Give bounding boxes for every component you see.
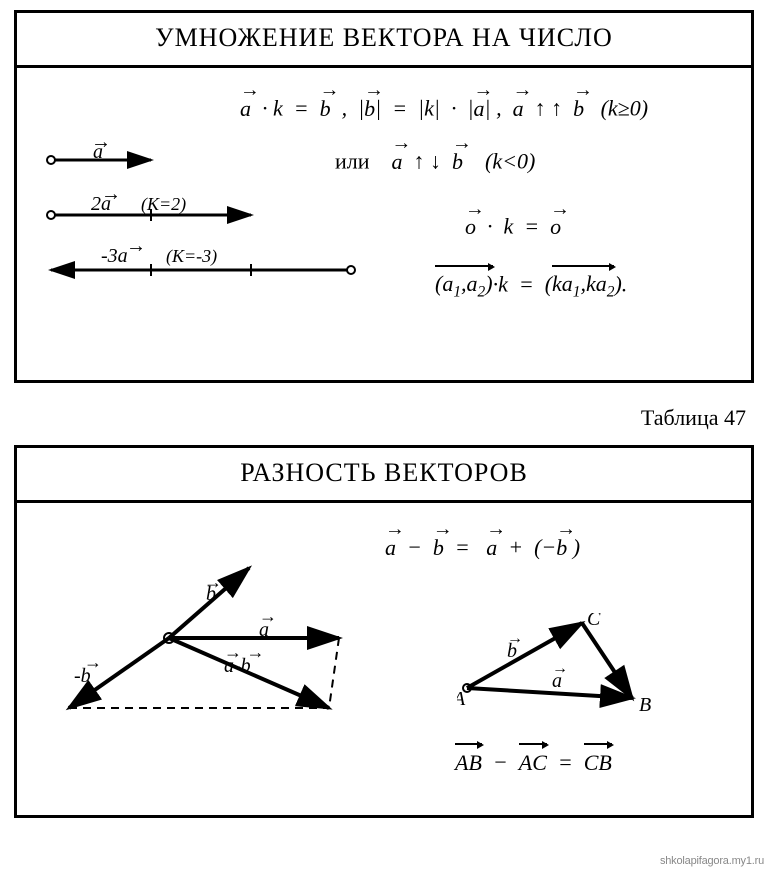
k3: k (504, 214, 514, 239)
coord-left: (a1,a2) (435, 264, 493, 304)
panel2-formula-bottom: AB − AC = CB (35, 742, 733, 777)
p2-minus: − (407, 535, 422, 560)
k4: k (498, 271, 508, 296)
eq4: = (519, 271, 534, 296)
p2-eq2: = (558, 750, 573, 775)
bar4: | (434, 96, 440, 121)
p2-b1: b (433, 527, 444, 562)
p1-lbl-m3a: -3a (101, 245, 128, 267)
p2l-mb: -b (74, 665, 91, 687)
vec-b3: b (573, 88, 584, 123)
panel1-title: УМНОЖЕНИЕ ВЕКТОРА НА ЧИСЛО (17, 13, 751, 68)
vec-b4: b (452, 141, 463, 176)
svg-text:→: → (126, 235, 146, 257)
coord-right: ka1,ka2 (552, 264, 614, 304)
kge: (k≥0) (601, 96, 649, 121)
period: . (622, 271, 628, 296)
sub1: 1 (453, 283, 461, 300)
p2-AC-t: AC (519, 750, 547, 775)
p2-a1: a (385, 527, 396, 562)
dot3: · (487, 214, 493, 239)
comma1: , (342, 96, 348, 121)
p2-open: (− (534, 535, 556, 560)
vec-a: a (240, 88, 251, 123)
k2: k (424, 96, 434, 121)
p2-plus: + (508, 535, 523, 560)
vec-a3: a (513, 88, 524, 123)
dot2: · (451, 96, 457, 121)
panel2-title: РАЗНОСТЬ ВЕКТОРОВ (17, 448, 751, 503)
k5: k (552, 271, 562, 296)
vec-a4: a (392, 141, 403, 176)
updown: ↑ ↓ (414, 149, 442, 174)
p2-AB-t: AB (455, 750, 482, 775)
panel1-diagram: → a → 2a (K=2) → -3a (K=-3) (31, 130, 371, 300)
panel1-body: a · k = b , |b| = |k| · |a| , a ↑ ↑ b (k… (17, 68, 751, 380)
eq: = (294, 96, 309, 121)
p2r-a: a (552, 670, 562, 692)
sub2b: 2 (607, 283, 615, 300)
p1-lbl-k2: (K=2) (141, 194, 186, 215)
vec-a2: a (474, 88, 485, 123)
panel2-formula-top: a − b = a + (−b ) (35, 527, 733, 562)
p1-lbl-2a: 2a (91, 193, 111, 215)
p2r-b: b (507, 640, 517, 662)
watermark: shkolapifagora.my1.ru (660, 855, 764, 867)
panel2-body: a − b = a + (−b ) (17, 503, 751, 815)
p2r-C: C (587, 613, 601, 630)
p2l-a: a (259, 619, 269, 641)
p2l-amb: a-b (224, 655, 251, 677)
p2r-B: B (639, 694, 651, 716)
panel-multiplication: УМНОЖЕНИЕ ВЕКТОРА НА ЧИСЛО a · k = b , |… (14, 10, 754, 383)
eq2: = (392, 96, 407, 121)
uparrows: ↑ ↑ (535, 96, 563, 121)
vec-o2: o (550, 206, 561, 241)
k: k (273, 96, 283, 121)
p2-eq: = (455, 535, 470, 560)
sub2: 2 (478, 283, 486, 300)
p2-CB: CB (584, 742, 612, 777)
panel2-right-diagram: A B C → b → a (457, 613, 667, 723)
table-label: Таблица 47 (14, 405, 746, 431)
comma2: , (496, 96, 502, 121)
eq3: = (524, 214, 539, 239)
panel2-left-diagram: → b → a → -b → → a-b (29, 558, 369, 738)
vec-b2: b (364, 88, 375, 123)
a2b: a (596, 271, 607, 296)
p2r-A: A (457, 688, 466, 710)
vec-o1: o (465, 206, 476, 241)
panel1-formula-main: a · k = b , |b| = |k| · |a| , a ↑ ↑ b (k… (35, 88, 733, 123)
sub1b: 1 (573, 283, 581, 300)
p2-a2: a (486, 527, 497, 562)
a1: a (442, 271, 453, 296)
p1-lbl-a: a (93, 141, 103, 163)
panel-subtraction: РАЗНОСТЬ ВЕКТОРОВ a − b = a + (−b ) (14, 445, 754, 818)
p2l-b: b (206, 583, 216, 605)
p2-AC: AC (519, 742, 547, 777)
k6: k (586, 271, 596, 296)
klt: (k<0) (485, 149, 535, 174)
a2: a (467, 271, 478, 296)
p2-CB-t: CB (584, 750, 612, 775)
p2-b2: b (556, 527, 567, 562)
vec-b: b (320, 88, 331, 123)
p2-minus2: − (493, 750, 508, 775)
dot: · (262, 96, 268, 121)
a1b: a (562, 271, 573, 296)
p1-lbl-km3: (K=-3) (166, 246, 217, 267)
p2-AB: AB (455, 742, 482, 777)
